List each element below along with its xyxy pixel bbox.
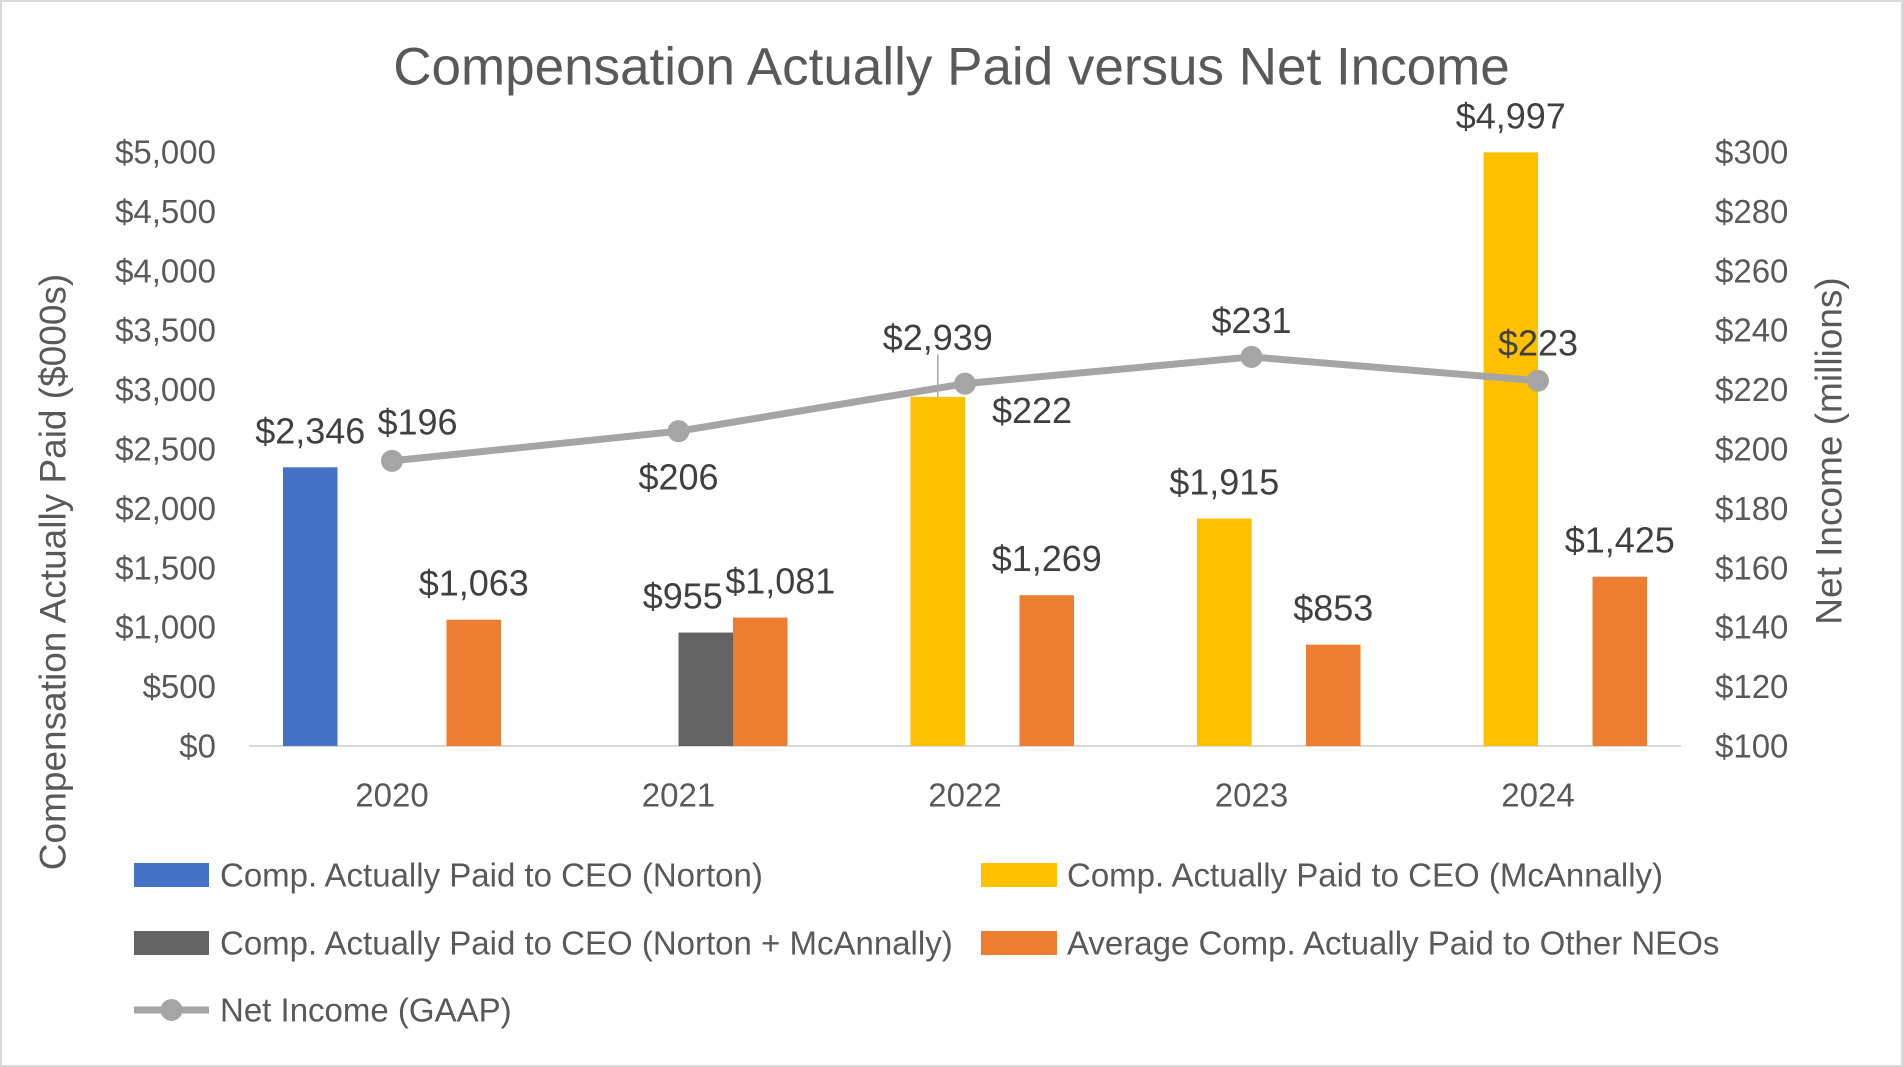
left-axis-tick-label: $5,000 <box>115 134 216 171</box>
data-label-ceo-mcannally-2022: $2,939 <box>883 317 993 358</box>
right-axis-tick-label: $300 <box>1715 134 1788 171</box>
x-axis-tick-label: 2021 <box>642 777 715 814</box>
left-axis-tick-label: $4,000 <box>115 252 216 289</box>
right-axis-tick-label: $120 <box>1715 668 1788 705</box>
bar-ceo-mcannally-2023 <box>1197 518 1252 746</box>
legend-item-ceo-norton: Comp. Actually Paid to CEO (Norton) <box>134 857 763 894</box>
legend-swatch-ceo-norton <box>134 863 209 887</box>
data-label-other-neos-average-2021: $1,081 <box>725 561 835 602</box>
data-label-ceo-norton-2020: $2,346 <box>255 410 365 451</box>
net-income-point-2020 <box>381 449 403 472</box>
left-axis-tick-label: $3,000 <box>115 371 216 408</box>
data-label-ceo-mcannally-2023: $1,915 <box>1169 461 1279 502</box>
chart-title: Compensation Actually Paid versus Net In… <box>393 38 1510 97</box>
data-label-net-income-2021: $206 <box>638 457 718 498</box>
data-label-other-neos-average-2020: $1,063 <box>419 563 529 604</box>
bars <box>283 152 1647 747</box>
legend-label-other-neos-average: Average Comp. Actually Paid to Other NEO… <box>1067 925 1719 962</box>
bar-ceo-norton-2020 <box>283 467 338 746</box>
net-income-series <box>381 345 1549 472</box>
legend-item-ceo-mcannally: Comp. Actually Paid to CEO (McAnnally) <box>981 857 1663 894</box>
legend-swatch-other-neos-average <box>981 931 1057 955</box>
data-label-other-neos-average-2024: $1,425 <box>1565 520 1675 561</box>
bar-ceo-norton-mcannally-2021 <box>678 632 733 746</box>
bar-other-neos-average-2022 <box>1019 595 1074 746</box>
legend-swatch-ceo-norton-mcannally <box>134 931 209 955</box>
left-axis-tick-label: $2,500 <box>115 431 216 468</box>
net-income-point-2022 <box>954 372 976 395</box>
bar-other-neos-average-2021 <box>733 617 788 746</box>
left-axis-tick-label: $0 <box>179 728 216 765</box>
left-axis-tick-label: $1,500 <box>115 549 216 586</box>
right-axis-tick-label: $220 <box>1715 371 1788 408</box>
right-axis-title: Net Income (millions) <box>1809 277 1850 624</box>
net-income-point-2021 <box>667 420 690 443</box>
right-axis: $100 $120 $140 $160 $180 $200 $220 $240 $260 $280… <box>1715 134 1788 765</box>
data-label-net-income-2023: $231 <box>1211 300 1291 341</box>
right-axis-tick-label: $200 <box>1715 431 1788 468</box>
right-axis-tick-label: $260 <box>1715 252 1788 289</box>
legend-swatch-ceo-mcannally <box>981 863 1057 887</box>
left-axis-tick-label: $500 <box>143 668 216 705</box>
left-axis-title: Compensation Actually Paid ($000s) <box>33 274 74 870</box>
data-label-other-neos-average-2023: $853 <box>1293 588 1373 629</box>
left-axis-tick-label: $3,500 <box>115 312 216 349</box>
bar-ceo-mcannally-2022 <box>910 396 965 746</box>
data-labels: $2,346 $2,939 $1,915 $4,997 $955 $1,063 $1,081… <box>255 95 1675 628</box>
x-axis-tick-label: 2020 <box>355 777 428 814</box>
net-income-point-2023 <box>1240 345 1263 368</box>
x-axis-tick-label: 2023 <box>1215 777 1288 814</box>
x-axis-tick-label: 2022 <box>928 777 1001 814</box>
bar-other-neos-average-2023 <box>1306 644 1361 746</box>
left-axis: $0 $500 $1,000 $1,500 $2,000 $2,500 $3,000 $3,5… <box>115 134 216 765</box>
data-label-net-income-2020: $196 <box>377 401 457 442</box>
left-axis-tick-label: $2,000 <box>115 490 216 527</box>
x-axis: 2020 2021 2022 2023 2024 <box>355 777 1574 814</box>
right-axis-tick-label: $140 <box>1715 609 1788 646</box>
legend-label-ceo-norton-mcannally: Comp. Actually Paid to CEO (Norton + McA… <box>220 925 953 962</box>
bar-ceo-mcannally-2024 <box>1483 152 1538 747</box>
right-axis-tick-label: $280 <box>1715 193 1788 230</box>
legend-item-net-income: Net Income (GAAP) <box>134 992 512 1029</box>
bar-other-neos-average-2020 <box>446 619 501 746</box>
legend-label-net-income: Net Income (GAAP) <box>220 992 512 1029</box>
right-axis-tick-label: $160 <box>1715 549 1788 586</box>
legend-label-ceo-mcannally: Comp. Actually Paid to CEO (McAnnally) <box>1067 857 1663 894</box>
right-axis-tick-label: $240 <box>1715 312 1788 349</box>
data-label-net-income-2024: $223 <box>1498 323 1578 364</box>
bar-other-neos-average-2024 <box>1592 576 1647 746</box>
data-label-other-neos-average-2022: $1,269 <box>992 538 1102 579</box>
legend-label-ceo-norton: Comp. Actually Paid to CEO (Norton) <box>220 857 763 894</box>
right-axis-tick-label: $100 <box>1715 728 1788 765</box>
x-axis-tick-label: 2024 <box>1501 777 1574 814</box>
right-axis-tick-label: $180 <box>1715 490 1788 527</box>
left-axis-tick-label: $4,500 <box>115 193 216 230</box>
data-label-ceo-norton-mcannally-2021: $955 <box>643 576 723 617</box>
data-label-net-income-2022: $222 <box>992 390 1072 431</box>
legend-swatch-net-income-marker <box>160 999 183 1021</box>
legend-item-ceo-norton-mcannally: Comp. Actually Paid to CEO (Norton + McA… <box>134 925 953 962</box>
data-label-ceo-mcannally-2024: $4,997 <box>1456 95 1566 136</box>
legend: Comp. Actually Paid to CEO (Norton) Comp… <box>134 857 1719 1029</box>
left-axis-tick-label: $1,000 <box>115 609 216 646</box>
legend-item-other-neos-average: Average Comp. Actually Paid to Other NEO… <box>981 925 1719 962</box>
net-income-point-2024 <box>1527 369 1549 392</box>
